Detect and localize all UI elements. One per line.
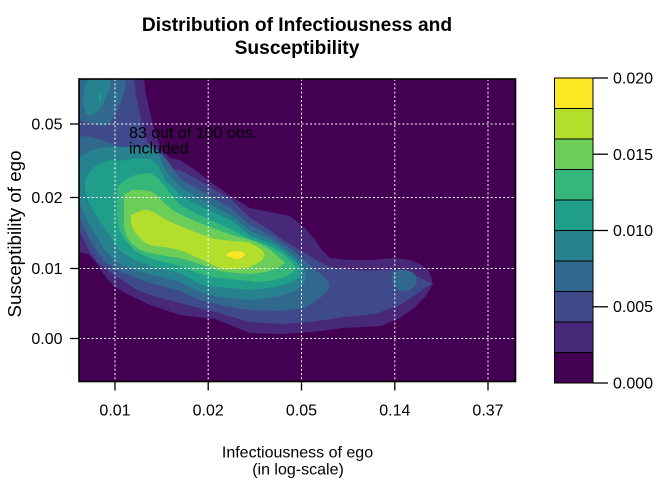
svg-text:0.01: 0.01 [31, 261, 62, 278]
svg-text:0.00: 0.00 [31, 331, 62, 348]
svg-text:0.05: 0.05 [31, 117, 62, 134]
svg-text:0.02: 0.02 [193, 403, 224, 420]
svg-text:83 out of 100 obs.: 83 out of 100 obs. [129, 125, 257, 142]
svg-text:0.015: 0.015 [613, 147, 653, 164]
svg-text:0.020: 0.020 [613, 71, 653, 88]
svg-text:0.01: 0.01 [99, 403, 130, 420]
svg-text:0.000: 0.000 [613, 376, 653, 393]
svg-text:included: included [129, 141, 189, 158]
svg-text:Susceptibility of ego: Susceptibility of ego [4, 150, 25, 317]
svg-text:(in log-scale): (in log-scale) [252, 462, 344, 479]
svg-text:0.02: 0.02 [31, 190, 62, 207]
svg-text:0.005: 0.005 [613, 299, 653, 316]
svg-text:0.37: 0.37 [472, 403, 503, 420]
svg-text:Distribution of Infectiousness: Distribution of Infectiousness and [142, 15, 452, 36]
svg-text:0.010: 0.010 [613, 223, 653, 240]
svg-text:Susceptibility: Susceptibility [235, 38, 360, 59]
svg-text:0.05: 0.05 [286, 403, 317, 420]
svg-text:0.14: 0.14 [379, 403, 410, 420]
svg-text:Infectiousness of ego: Infectiousness of ego [222, 445, 373, 462]
